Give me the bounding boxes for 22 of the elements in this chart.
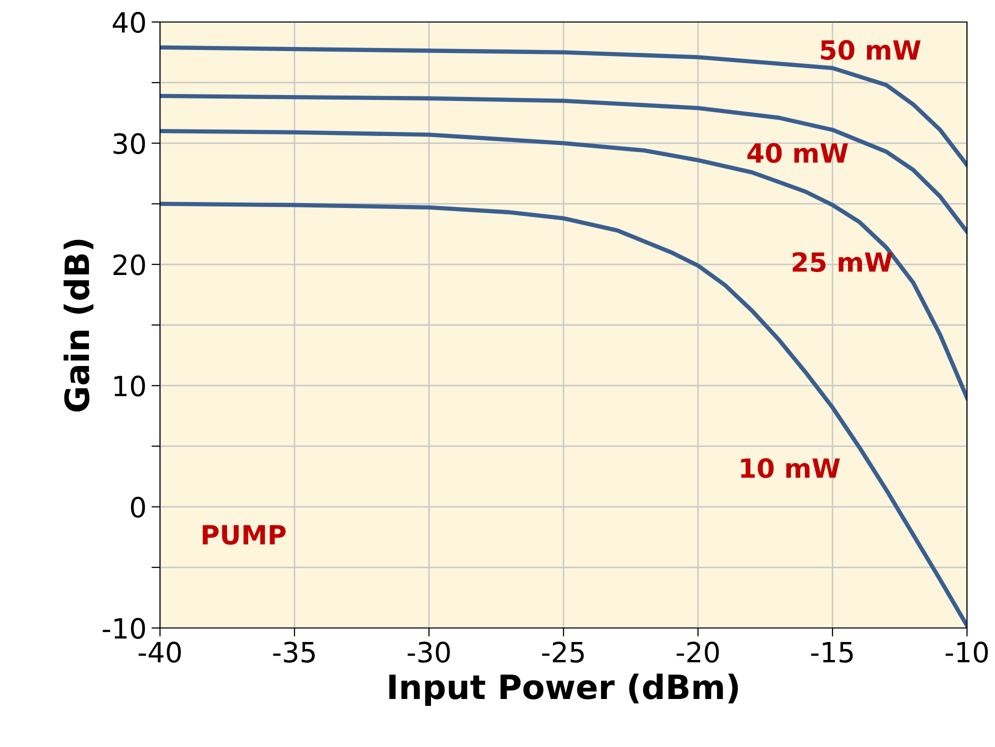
series-label: 50 mW [820,40,921,60]
y-tick-label: 20 [113,254,145,276]
series-label: 10 mW [741,458,840,478]
x-axis-title: Input Power (dBm) [389,674,738,706]
annotation: PUMP [202,525,286,545]
y-tick-label: 40 [112,12,145,33]
y-tick-label: 30 [114,133,145,154]
x-tick-label: -10 [946,642,988,663]
x-tick-label: -35 [273,642,315,663]
x-tick-label: -20 [676,642,719,663]
line-series [160,128,967,400]
series-label: 40 mW [747,143,848,163]
y-tick-label: 10 [114,376,145,397]
line-series [160,94,967,234]
x-tick-label: -15 [811,642,853,663]
series-label: 25 mW [792,252,892,272]
y-tick-label: -10 [102,618,145,639]
x-tick-label: -25 [542,642,584,663]
x-tick-label: -30 [408,642,450,663]
y-tick-label: 0 [130,496,145,518]
y-axis-title: Gain (dB) [64,240,94,412]
x-tick-label: -40 [138,642,181,663]
